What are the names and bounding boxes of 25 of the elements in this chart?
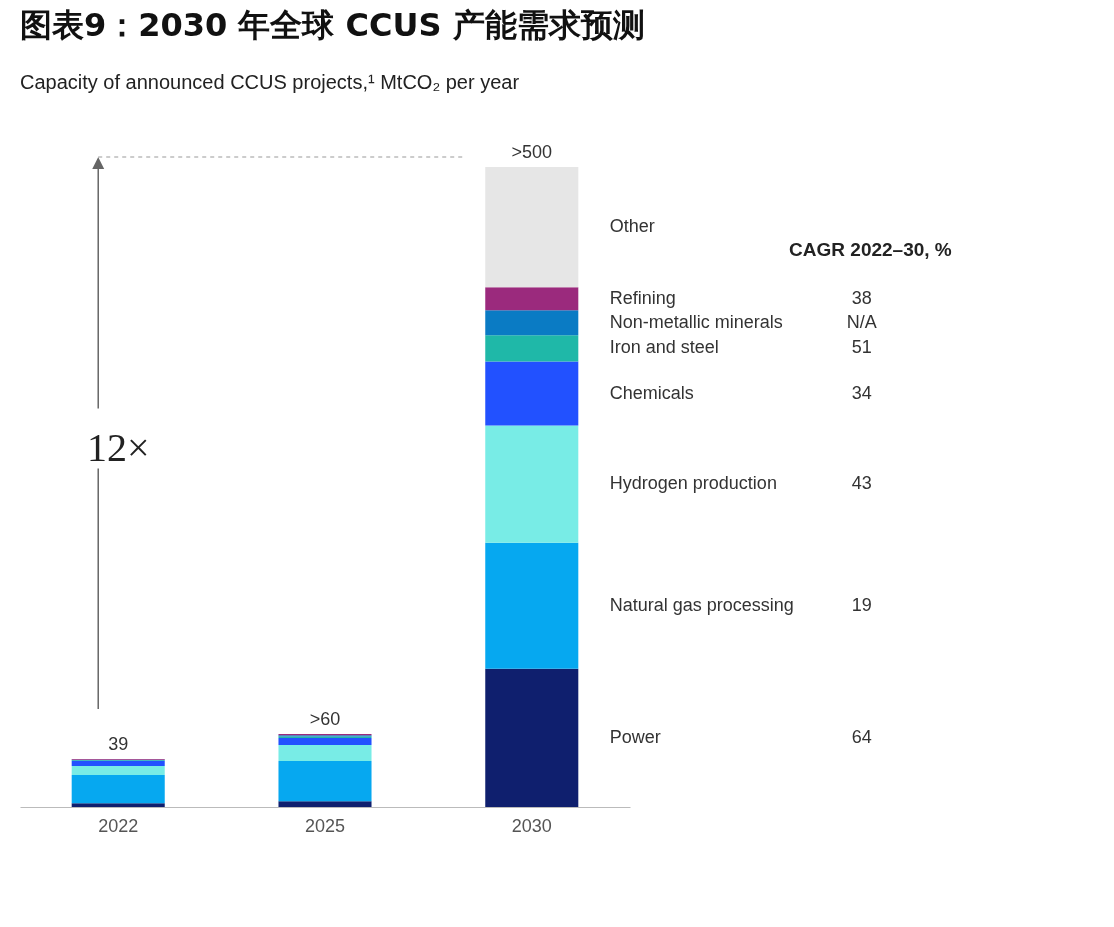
series-label: Other (609, 216, 655, 237)
series-label: Natural gas processing (609, 594, 794, 615)
series-label: Power (609, 726, 661, 747)
series-label: Non-metallic minerals (609, 311, 783, 332)
series-label: Iron and steel (609, 337, 719, 358)
x-tick-label: 2025 (304, 815, 346, 836)
x-tick-label: 2030 (511, 815, 552, 836)
annotation: >500 (511, 142, 553, 162)
text: 34 (851, 382, 872, 403)
series-label: Chemicals (609, 382, 694, 403)
text: 51 (851, 337, 872, 358)
chart-title: 图表9：2030 年全球 CCUS 产能需求预测 (20, 6, 645, 44)
series-label: Hydrogen production (609, 473, 777, 494)
text: 43 (851, 473, 872, 494)
annotation: 39 (108, 734, 129, 754)
annotation: 12× (86, 424, 150, 470)
text: CAGR 2022–30, % (789, 239, 952, 261)
text: 19 (851, 594, 872, 615)
text: 38 (851, 287, 872, 308)
x-tick-label: 2022 (98, 815, 139, 836)
chart-subtitle: Capacity of announced CCUS projects,¹ MtCO₂ per year (20, 71, 520, 93)
text: N/A (846, 311, 877, 332)
annotation: >60 (309, 709, 341, 730)
text: 64 (851, 726, 872, 747)
series-label: Refining (609, 287, 676, 308)
